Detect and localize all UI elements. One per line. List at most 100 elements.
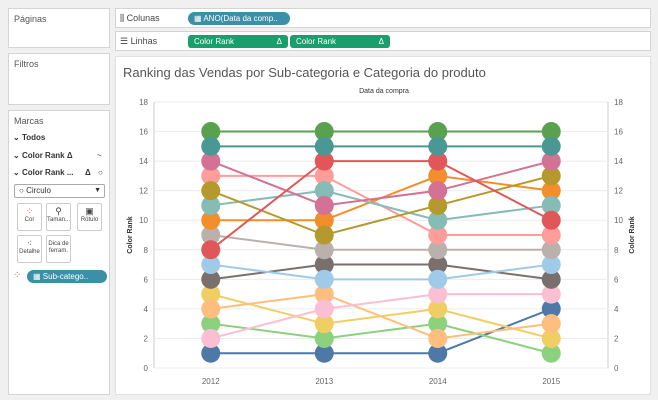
data-point[interactable] xyxy=(201,136,221,156)
data-point[interactable] xyxy=(201,151,221,171)
size-button[interactable]: ⚲ Taman... xyxy=(46,203,71,231)
column-header: Data da compra xyxy=(359,88,409,95)
rows-pill-1[interactable]: Color Rank Δ xyxy=(188,35,288,48)
data-point[interactable] xyxy=(428,210,448,230)
chevron-down-icon: ⌄ xyxy=(13,168,20,177)
x-tick-label: 2015 xyxy=(542,377,560,386)
data-point[interactable] xyxy=(201,166,221,186)
data-point[interactable] xyxy=(541,195,561,215)
tooltip-button[interactable]: Dica de ferram. xyxy=(46,235,71,263)
data-point[interactable] xyxy=(428,240,448,260)
data-point[interactable] xyxy=(541,210,561,230)
y-tick-label-left: 12 xyxy=(139,187,148,196)
data-point[interactable] xyxy=(314,299,334,319)
rows-shelf[interactable]: ☰ Linhas Color Rank Δ Color Rank Δ xyxy=(115,31,651,51)
data-point[interactable] xyxy=(314,314,334,334)
data-point[interactable] xyxy=(541,151,561,171)
data-point[interactable] xyxy=(314,269,334,289)
data-point[interactable] xyxy=(314,166,334,186)
data-point[interactable] xyxy=(428,136,448,156)
marks-color-rank-2-row[interactable]: ⌄ Color Rank ... Δ ○ xyxy=(13,168,109,177)
data-point[interactable] xyxy=(201,240,221,260)
filters-panel[interactable]: Filtros xyxy=(8,53,110,105)
data-point[interactable] xyxy=(541,255,561,275)
data-point[interactable] xyxy=(541,269,561,289)
data-point[interactable] xyxy=(314,181,334,201)
color-button[interactable]: ⁘ Cor xyxy=(17,203,42,231)
data-point[interactable] xyxy=(314,284,334,304)
data-point[interactable] xyxy=(541,328,561,348)
data-point[interactable] xyxy=(541,284,561,304)
data-point[interactable] xyxy=(314,195,334,215)
y-tick-label-left: 0 xyxy=(144,364,149,373)
columns-pill-label: ANO(Data da comp.. xyxy=(203,14,278,23)
data-point[interactable] xyxy=(201,314,221,334)
marks-all-row[interactable]: ⌄ Todos xyxy=(13,133,45,142)
series-line xyxy=(210,263,552,281)
data-point[interactable] xyxy=(314,122,334,142)
rows-pill-2[interactable]: Color Rank Δ xyxy=(290,35,390,48)
series-line xyxy=(210,160,552,251)
data-point[interactable] xyxy=(428,269,448,289)
data-point[interactable] xyxy=(541,240,561,260)
data-point[interactable] xyxy=(428,314,448,334)
data-point[interactable] xyxy=(314,255,334,275)
data-point[interactable] xyxy=(428,284,448,304)
delta-icon: Δ xyxy=(66,151,73,160)
data-point[interactable] xyxy=(314,225,334,245)
data-point[interactable] xyxy=(314,136,334,156)
marks-color-rank-row[interactable]: ⌄ Color Rank Δ ~ xyxy=(13,151,109,160)
data-point[interactable] xyxy=(201,181,221,201)
label-button[interactable]: ▣ Rótulo xyxy=(77,203,102,231)
y-tick-label-left: 2 xyxy=(144,334,149,343)
data-point[interactable] xyxy=(428,181,448,201)
data-point[interactable] xyxy=(201,284,221,304)
view-panel: Ranking das Vendas por Sub-categoria e C… xyxy=(115,56,651,395)
data-point[interactable] xyxy=(428,151,448,171)
data-point[interactable] xyxy=(541,181,561,201)
data-point[interactable] xyxy=(428,195,448,215)
data-point[interactable] xyxy=(541,314,561,334)
data-point[interactable] xyxy=(541,299,561,319)
data-point[interactable] xyxy=(201,225,221,245)
data-point[interactable] xyxy=(428,122,448,142)
data-point[interactable] xyxy=(428,166,448,186)
data-point[interactable] xyxy=(201,269,221,289)
data-point[interactable] xyxy=(428,328,448,348)
data-point[interactable] xyxy=(314,151,334,171)
series-line xyxy=(210,293,552,340)
detail-button[interactable]: ⁖ Detalhe xyxy=(17,235,42,263)
data-point[interactable] xyxy=(541,166,561,186)
data-point[interactable] xyxy=(201,255,221,275)
data-point[interactable] xyxy=(314,240,334,260)
data-point[interactable] xyxy=(428,225,448,245)
y-tick-label-right: 0 xyxy=(614,364,619,373)
data-point[interactable] xyxy=(541,343,561,363)
data-point[interactable] xyxy=(541,225,561,245)
data-point[interactable] xyxy=(541,136,561,156)
y-axis-title-right: Color Rank xyxy=(629,216,636,253)
data-point[interactable] xyxy=(541,122,561,142)
data-point[interactable] xyxy=(201,195,221,215)
data-point[interactable] xyxy=(201,299,221,319)
y-tick-label-right: 8 xyxy=(614,246,619,255)
data-point[interactable] xyxy=(201,328,221,348)
columns-pill[interactable]: ▦ ANO(Data da comp.. xyxy=(188,12,290,25)
pages-panel[interactable]: Páginas xyxy=(8,8,110,48)
marks-title: Marcas xyxy=(14,116,44,126)
data-point[interactable] xyxy=(314,328,334,348)
calendar-icon: ▦ xyxy=(194,14,202,23)
data-point[interactable] xyxy=(201,122,221,142)
subcategory-color-pill[interactable]: ▦ Sub-catego.. xyxy=(27,270,107,283)
data-point[interactable] xyxy=(201,210,221,230)
mark-type-select[interactable]: ○ Circulo ▼ xyxy=(14,184,105,198)
data-point[interactable] xyxy=(428,255,448,275)
circle-mark-icon: ○ xyxy=(98,168,103,177)
columns-shelf[interactable]: ⫼ Colunas ▦ ANO(Data da comp.. xyxy=(115,8,651,28)
data-point[interactable] xyxy=(428,299,448,319)
data-point[interactable] xyxy=(314,343,334,363)
data-point[interactable] xyxy=(314,210,334,230)
y-tick-label-right: 2 xyxy=(614,334,619,343)
data-point[interactable] xyxy=(428,343,448,363)
data-point[interactable] xyxy=(201,343,221,363)
